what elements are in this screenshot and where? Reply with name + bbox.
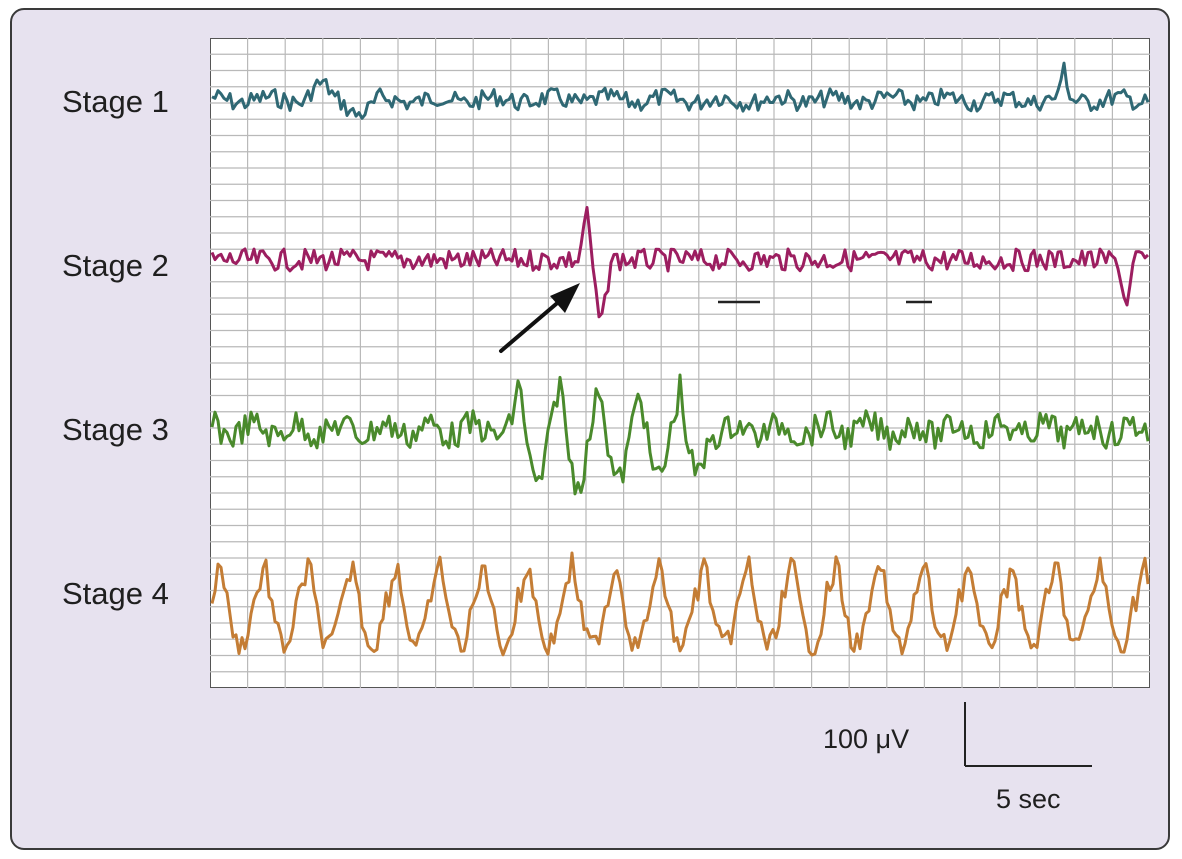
eeg-grid: [210, 38, 1150, 688]
stage-1-label: Stage 1: [62, 84, 169, 119]
amplitude-scale-label: 100 μV: [823, 724, 910, 754]
time-scale-label: 5 sec: [996, 784, 1061, 814]
stage-4-label: Stage 4: [62, 576, 169, 611]
stage-2-label: Stage 2: [62, 248, 169, 283]
stage-3-label: Stage 3: [62, 412, 169, 447]
